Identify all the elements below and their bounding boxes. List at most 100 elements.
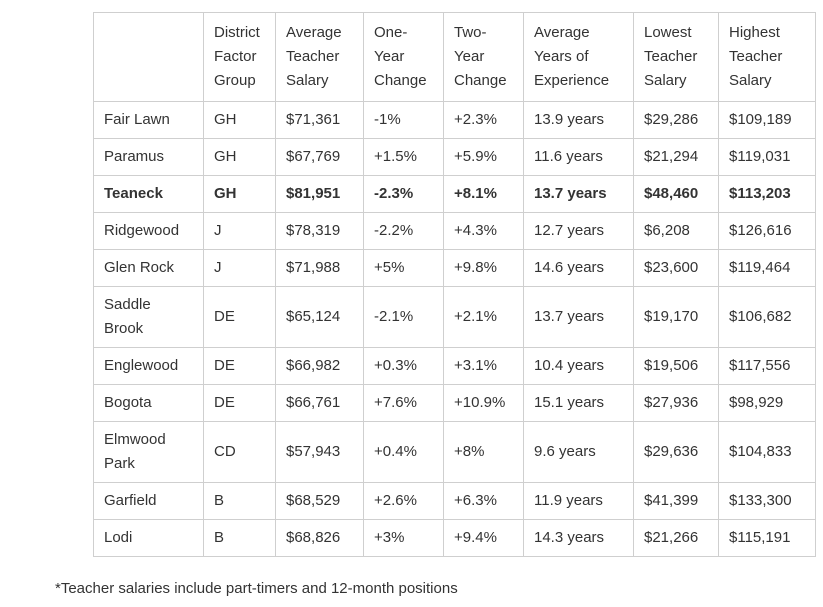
- table-row: Bogota DE $66,761 +7.6% +10.9% 15.1 years $27,…: [93, 384, 816, 422]
- table-row: Glen Rock J $71,988 +5% +9.8% 14.6 years $23,6…: [93, 249, 816, 287]
- district-column-header: [93, 12, 204, 102]
- district-name-cell: Bogota: [93, 384, 204, 422]
- one-year-change-cell: +0.4%: [363, 421, 444, 483]
- dfg-cell: CD: [203, 421, 276, 483]
- table-row: Saddle Brook DE $65,124 -2.1% +2.1% 13.7 year…: [93, 286, 816, 348]
- district-name-cell: Saddle Brook: [93, 286, 204, 348]
- district-name-cell: Elmwood Park: [93, 421, 204, 483]
- avg-salary-cell: $71,361: [275, 101, 364, 139]
- highest-salary-cell: $109,189: [718, 101, 816, 139]
- avg-salary-cell: $67,769: [275, 138, 364, 176]
- avg-salary-cell: $71,988: [275, 249, 364, 287]
- experience-cell: 9.6 years: [523, 421, 634, 483]
- table-row: Paramus GH $67,769 +1.5% +5.9% 11.6 years $21,…: [93, 138, 816, 176]
- two-year-change-cell: +9.8%: [443, 249, 524, 287]
- dfg-cell: B: [203, 482, 276, 520]
- dfg-cell: GH: [203, 101, 276, 139]
- avg-salary-column-header: Average Teacher Salary: [275, 12, 364, 102]
- one-year-change-cell: +2.6%: [363, 482, 444, 520]
- district-name-cell: Teaneck: [93, 175, 204, 213]
- one-year-change-column-header: One-Year Change: [363, 12, 444, 102]
- highest-salary-cell: $117,556: [718, 347, 816, 385]
- lowest-salary-column-header: Lowest Teacher Salary: [633, 12, 719, 102]
- district-name-cell: Englewood: [93, 347, 204, 385]
- lowest-salary-cell: $19,170: [633, 286, 719, 348]
- district-name-cell: Ridgewood: [93, 212, 204, 250]
- avg-salary-cell: $81,951: [275, 175, 364, 213]
- table-body: Fair Lawn GH $71,361 -1% +2.3% 13.9 years $29,…: [93, 101, 816, 557]
- two-year-change-cell: +8%: [443, 421, 524, 483]
- dfg-cell: DE: [203, 286, 276, 348]
- avg-salary-cell: $65,124: [275, 286, 364, 348]
- district-name-cell: Paramus: [93, 138, 204, 176]
- one-year-change-cell: +7.6%: [363, 384, 444, 422]
- two-year-change-cell: +3.1%: [443, 347, 524, 385]
- lowest-salary-cell: $19,506: [633, 347, 719, 385]
- dfg-column-header: District Factor Group: [203, 12, 276, 102]
- table-row: Elmwood Park CD $57,943 +0.4% +8% 9.6 years $2…: [93, 421, 816, 483]
- experience-cell: 13.7 years: [523, 175, 634, 213]
- experience-cell: 14.3 years: [523, 519, 634, 557]
- table-row: Ridgewood J $78,319 -2.2% +4.3% 12.7 years $6,…: [93, 212, 816, 250]
- highest-salary-cell: $115,191: [718, 519, 816, 557]
- dfg-cell: DE: [203, 347, 276, 385]
- dfg-cell: B: [203, 519, 276, 557]
- experience-cell: 11.6 years: [523, 138, 634, 176]
- highest-salary-cell: $106,682: [718, 286, 816, 348]
- experience-cell: 13.7 years: [523, 286, 634, 348]
- two-year-change-cell: +8.1%: [443, 175, 524, 213]
- dfg-cell: J: [203, 212, 276, 250]
- table-row: Englewood DE $66,982 +0.3% +3.1% 10.4 years $1…: [93, 347, 816, 385]
- experience-column-header: Average Years of Experience: [523, 12, 634, 102]
- two-year-change-cell: +5.9%: [443, 138, 524, 176]
- lowest-salary-cell: $48,460: [633, 175, 719, 213]
- one-year-change-cell: -2.1%: [363, 286, 444, 348]
- highest-salary-cell: $133,300: [718, 482, 816, 520]
- lowest-salary-cell: $21,266: [633, 519, 719, 557]
- lowest-salary-cell: $27,936: [633, 384, 719, 422]
- footnote: *Teacher salaries include part-timers an…: [55, 580, 458, 597]
- experience-cell: 15.1 years: [523, 384, 634, 422]
- table-row: Lodi B $68,826 +3% +9.4% 14.3 years $21,266 $11…: [93, 519, 816, 557]
- district-name-cell: Garfield: [93, 482, 204, 520]
- lowest-salary-cell: $21,294: [633, 138, 719, 176]
- lowest-salary-cell: $6,208: [633, 212, 719, 250]
- dfg-cell: DE: [203, 384, 276, 422]
- table-header-row: District Factor Group Average Teacher Sal…: [93, 12, 816, 102]
- experience-cell: 11.9 years: [523, 482, 634, 520]
- table-row: Garfield B $68,529 +2.6% +6.3% 11.9 years $41,…: [93, 482, 816, 520]
- highest-salary-cell: $126,616: [718, 212, 816, 250]
- lowest-salary-cell: $41,399: [633, 482, 719, 520]
- experience-cell: 10.4 years: [523, 347, 634, 385]
- highest-salary-cell: $98,929: [718, 384, 816, 422]
- dfg-cell: GH: [203, 138, 276, 176]
- one-year-change-cell: -2.3%: [363, 175, 444, 213]
- one-year-change-cell: -1%: [363, 101, 444, 139]
- highest-salary-cell: $119,031: [718, 138, 816, 176]
- one-year-change-cell: -2.2%: [363, 212, 444, 250]
- lowest-salary-cell: $29,286: [633, 101, 719, 139]
- table-head: District Factor Group Average Teacher Sal…: [93, 12, 816, 102]
- district-name-cell: Glen Rock: [93, 249, 204, 287]
- one-year-change-cell: +5%: [363, 249, 444, 287]
- avg-salary-cell: $68,529: [275, 482, 364, 520]
- avg-salary-cell: $66,761: [275, 384, 364, 422]
- one-year-change-cell: +3%: [363, 519, 444, 557]
- two-year-change-cell: +6.3%: [443, 482, 524, 520]
- avg-salary-cell: $78,319: [275, 212, 364, 250]
- lowest-salary-cell: $29,636: [633, 421, 719, 483]
- two-year-change-cell: +2.3%: [443, 101, 524, 139]
- page: District Factor Group Average Teacher Sal…: [0, 12, 823, 607]
- highest-salary-cell: $113,203: [718, 175, 816, 213]
- district-name-cell: Lodi: [93, 519, 204, 557]
- two-year-change-cell: +9.4%: [443, 519, 524, 557]
- avg-salary-cell: $66,982: [275, 347, 364, 385]
- teacher-salary-table: District Factor Group Average Teacher Sal…: [93, 12, 816, 557]
- lowest-salary-cell: $23,600: [633, 249, 719, 287]
- highest-salary-cell: $119,464: [718, 249, 816, 287]
- avg-salary-cell: $57,943: [275, 421, 364, 483]
- one-year-change-cell: +1.5%: [363, 138, 444, 176]
- avg-salary-cell: $68,826: [275, 519, 364, 557]
- highest-salary-cell: $104,833: [718, 421, 816, 483]
- two-year-change-column-header: Two-Year Change: [443, 12, 524, 102]
